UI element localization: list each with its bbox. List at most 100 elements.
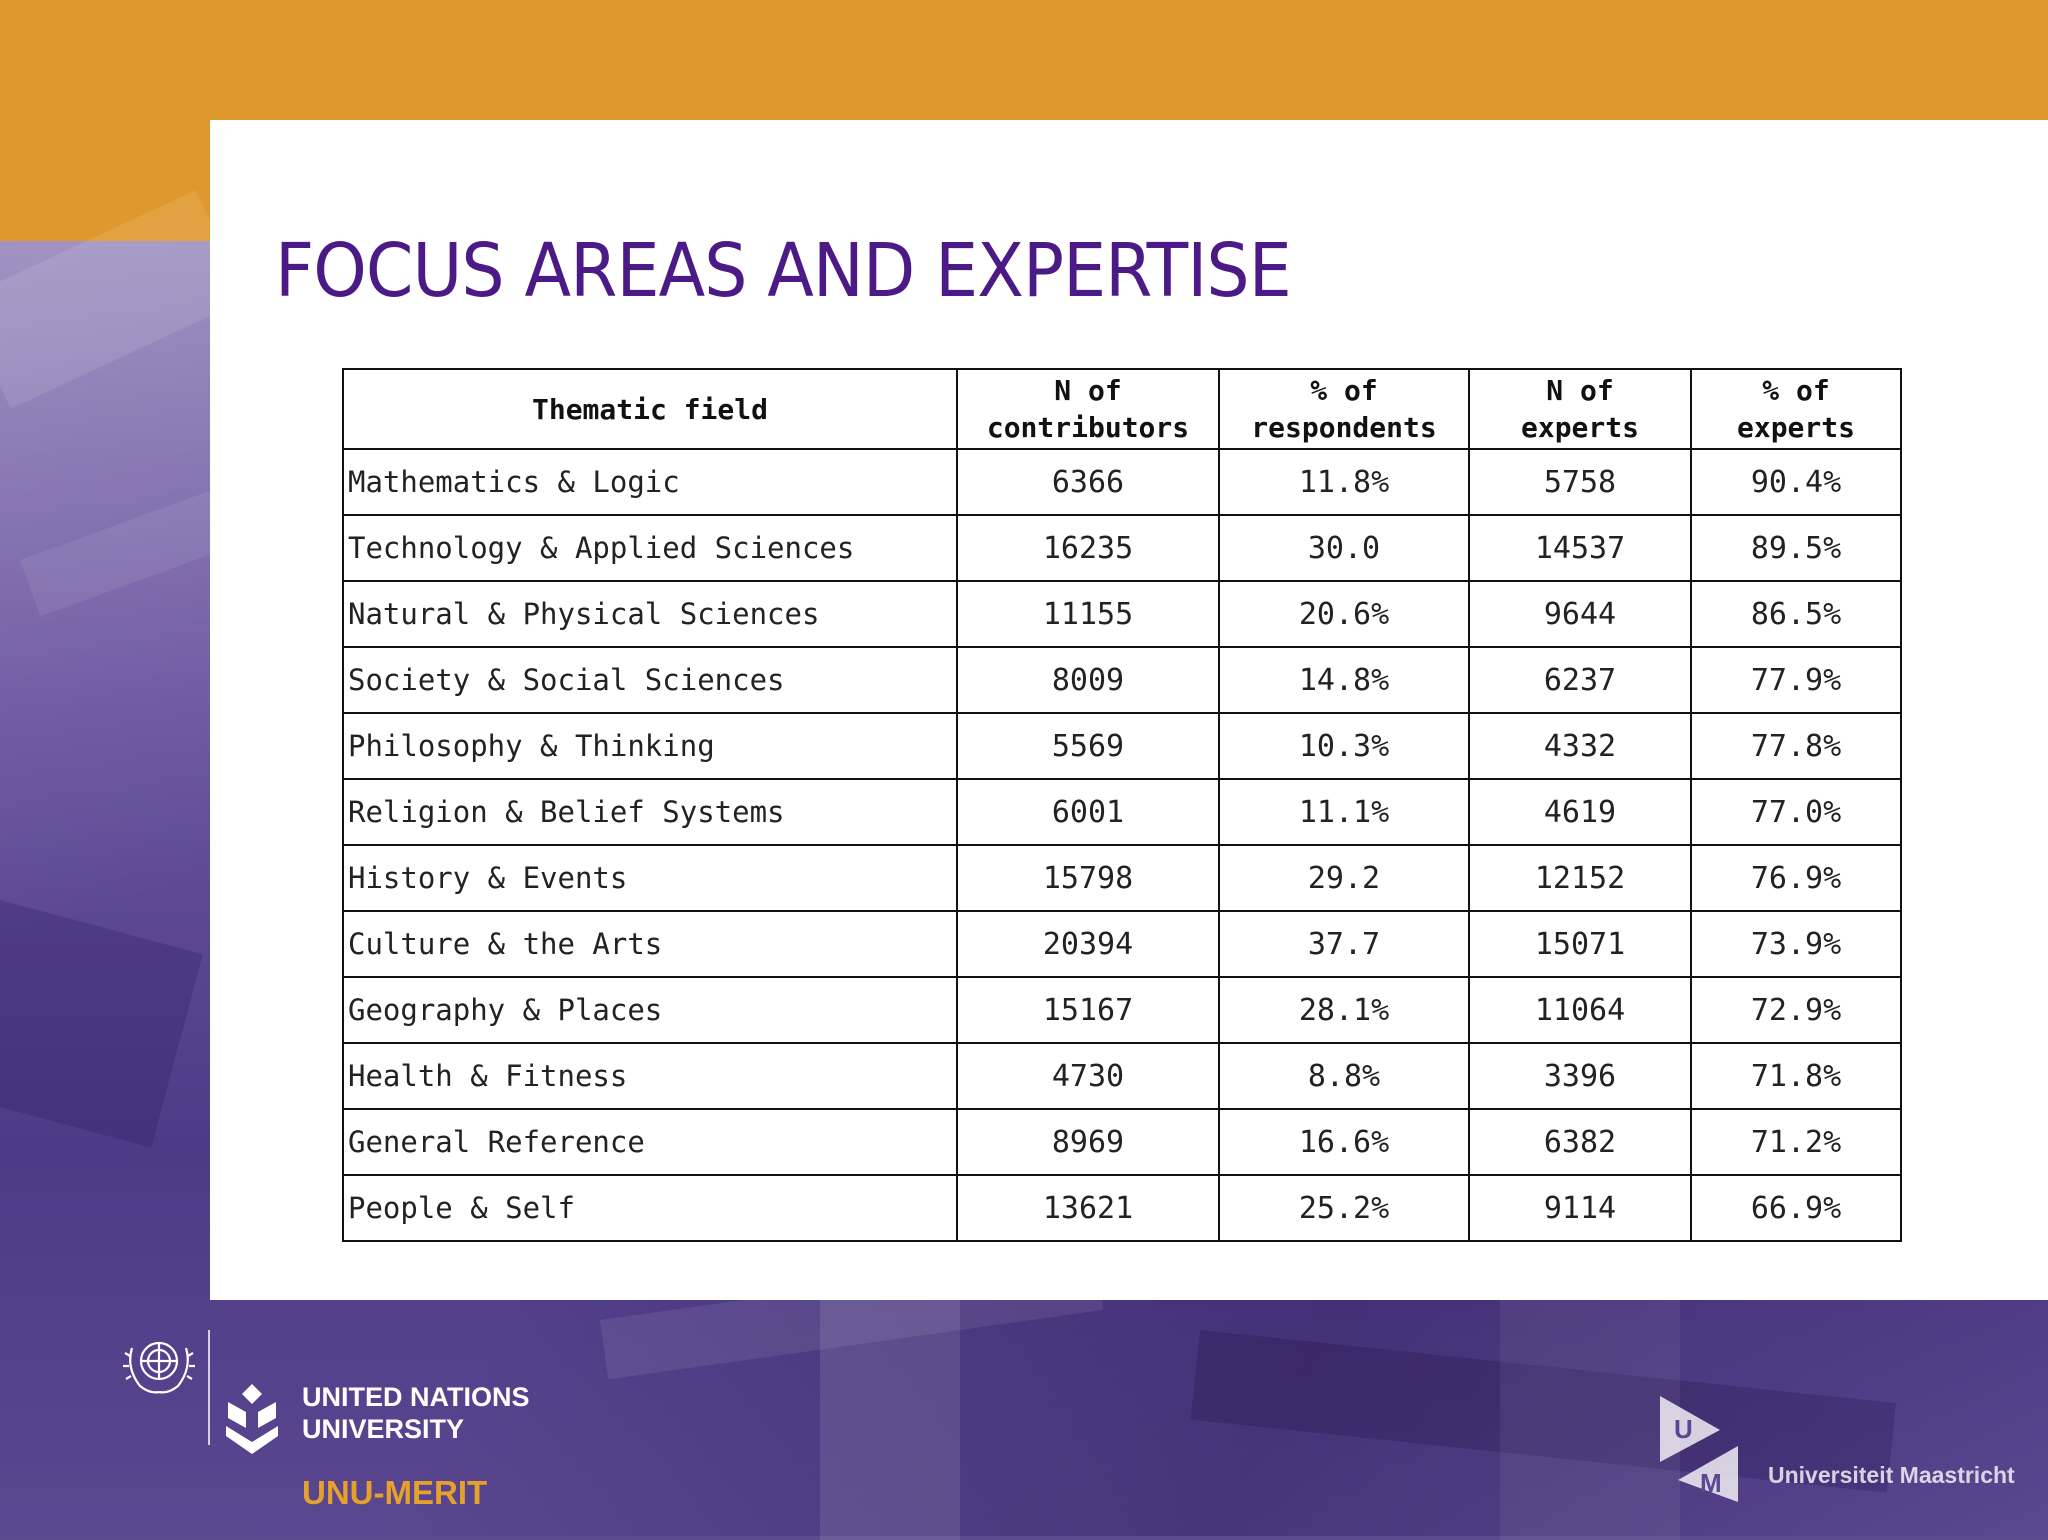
header-label-line2: contributors — [986, 411, 1190, 444]
header-label-line2: experts — [1520, 411, 1639, 444]
cell-thematic-field: Technology & Applied Sciences — [342, 514, 958, 582]
cell-n-experts: 9644 — [1468, 580, 1692, 648]
cell-n-experts: 6237 — [1468, 646, 1692, 714]
header-label-line2: experts — [1736, 411, 1855, 444]
cell-pct-experts: 77.8% — [1690, 712, 1902, 780]
cell-pct-respondents: 20.6% — [1218, 580, 1470, 648]
table-row: Geography & Places 15167 28.1% 11064 72.… — [342, 976, 1902, 1044]
cell-pct-experts: 86.5% — [1690, 580, 1902, 648]
um-letter-m: M — [1700, 1468, 1722, 1498]
slide-title: FOCUS AREAS AND EXPERTISE — [275, 228, 1292, 314]
footer-divider — [208, 1330, 210, 1445]
un-emblem-icon — [123, 1341, 195, 1394]
cell-thematic-field: Natural & Physical Sciences — [342, 580, 958, 648]
cell-pct-respondents: 29.2 — [1218, 844, 1470, 912]
header-label-line1: % of — [1310, 374, 1378, 407]
background-streak — [1500, 1300, 1680, 1540]
cell-pct-experts: 73.9% — [1690, 910, 1902, 978]
cell-n-experts: 9114 — [1468, 1174, 1692, 1242]
cell-n-experts: 11064 — [1468, 976, 1692, 1044]
header-n-experts: N of experts — [1468, 368, 1692, 450]
header-label-line1: % of — [1762, 374, 1830, 407]
cell-pct-experts: 71.2% — [1690, 1108, 1902, 1176]
background-streak — [820, 1300, 960, 1540]
header-label-line2: respondents — [1251, 411, 1437, 444]
cell-pct-respondents: 37.7 — [1218, 910, 1470, 978]
header-pct-experts: % of experts — [1690, 368, 1902, 450]
table-row: History & Events 15798 29.2 12152 76.9% — [342, 844, 1902, 912]
cell-n-experts: 5758 — [1468, 448, 1692, 516]
focus-areas-table: Thematic field N of contributors % of resp… — [342, 368, 1902, 1242]
header-label-line1: N of — [1546, 374, 1614, 407]
cell-pct-respondents: 10.3% — [1218, 712, 1470, 780]
cell-n-experts: 14537 — [1468, 514, 1692, 582]
cell-n-contributors: 4730 — [956, 1042, 1220, 1110]
cell-n-contributors: 8969 — [956, 1108, 1220, 1176]
cell-n-contributors: 5569 — [956, 712, 1220, 780]
table-row: General Reference 8969 16.6% 6382 71.2% — [342, 1108, 1902, 1176]
cell-pct-respondents: 25.2% — [1218, 1174, 1470, 1242]
cell-n-experts: 6382 — [1468, 1108, 1692, 1176]
um-name: Universiteit Maastricht — [1768, 1462, 2015, 1488]
cell-n-contributors: 15167 — [956, 976, 1220, 1044]
cell-n-contributors: 8009 — [956, 646, 1220, 714]
cell-n-contributors: 20394 — [956, 910, 1220, 978]
cell-pct-experts: 89.5% — [1690, 514, 1902, 582]
table-row: Religion & Belief Systems 6001 11.1% 461… — [342, 778, 1902, 846]
table-row: Natural & Physical Sciences 11155 20.6% … — [342, 580, 1902, 648]
unu-merit-label: UNU-MERIT — [302, 1474, 488, 1511]
cell-thematic-field: General Reference — [342, 1108, 958, 1176]
unu-name-line1: UNITED NATIONS — [302, 1382, 530, 1412]
cell-pct-experts: 77.0% — [1690, 778, 1902, 846]
cell-pct-experts: 66.9% — [1690, 1174, 1902, 1242]
table-row: People & Self 13621 25.2% 9114 66.9% — [342, 1174, 1902, 1242]
cell-pct-experts: 90.4% — [1690, 448, 1902, 516]
cell-thematic-field: Mathematics & Logic — [342, 448, 958, 516]
cell-pct-respondents: 14.8% — [1218, 646, 1470, 714]
cell-pct-respondents: 16.6% — [1218, 1108, 1470, 1176]
header-n-contributors: N of contributors — [956, 368, 1220, 450]
table-row: Technology & Applied Sciences 16235 30.0… — [342, 514, 1902, 582]
cell-n-experts: 4332 — [1468, 712, 1692, 780]
cell-pct-respondents: 30.0 — [1218, 514, 1470, 582]
cell-n-contributors: 16235 — [956, 514, 1220, 582]
header-label: Thematic field — [531, 392, 768, 426]
cell-n-experts: 3396 — [1468, 1042, 1692, 1110]
cell-thematic-field: Philosophy & Thinking — [342, 712, 958, 780]
cell-thematic-field: People & Self — [342, 1174, 958, 1242]
unu-logo-icon — [226, 1384, 278, 1454]
cell-n-contributors: 6366 — [956, 448, 1220, 516]
table-header-row: Thematic field N of contributors % of resp… — [342, 368, 1902, 450]
unu-name-line2: UNIVERSITY — [302, 1414, 465, 1444]
cell-n-contributors: 11155 — [956, 580, 1220, 648]
cell-pct-experts: 76.9% — [1690, 844, 1902, 912]
table-row: Culture & the Arts 20394 37.7 15071 73.9… — [342, 910, 1902, 978]
cell-pct-experts: 72.9% — [1690, 976, 1902, 1044]
header-pct-respondents: % of respondents — [1218, 368, 1470, 450]
cell-n-experts: 15071 — [1468, 910, 1692, 978]
header-label-line1: N of — [1054, 374, 1122, 407]
cell-pct-respondents: 11.8% — [1218, 448, 1470, 516]
cell-n-contributors: 13621 — [956, 1174, 1220, 1242]
table-row: Philosophy & Thinking 5569 10.3% 4332 77… — [342, 712, 1902, 780]
cell-n-contributors: 15798 — [956, 844, 1220, 912]
um-logo-icon: U M — [1660, 1396, 1738, 1502]
um-letter-u: U — [1674, 1414, 1693, 1444]
table-row: Mathematics & Logic 6366 11.8% 5758 90.4… — [342, 448, 1902, 516]
cell-thematic-field: Health & Fitness — [342, 1042, 958, 1110]
header-thematic-field: Thematic field — [342, 368, 958, 450]
cell-pct-respondents: 8.8% — [1218, 1042, 1470, 1110]
cell-thematic-field: Culture & the Arts — [342, 910, 958, 978]
cell-n-contributors: 6001 — [956, 778, 1220, 846]
cell-n-experts: 12152 — [1468, 844, 1692, 912]
cell-pct-experts: 77.9% — [1690, 646, 1902, 714]
table-row: Health & Fitness 4730 8.8% 3396 71.8% — [342, 1042, 1902, 1110]
unu-name: UNITED NATIONS UNIVERSITY — [302, 1381, 530, 1445]
cell-pct-experts: 71.8% — [1690, 1042, 1902, 1110]
cell-pct-respondents: 11.1% — [1218, 778, 1470, 846]
cell-thematic-field: Geography & Places — [342, 976, 958, 1044]
cell-thematic-field: Society & Social Sciences — [342, 646, 958, 714]
table-row: Society & Social Sciences 8009 14.8% 623… — [342, 646, 1902, 714]
cell-thematic-field: Religion & Belief Systems — [342, 778, 958, 846]
cell-thematic-field: History & Events — [342, 844, 958, 912]
